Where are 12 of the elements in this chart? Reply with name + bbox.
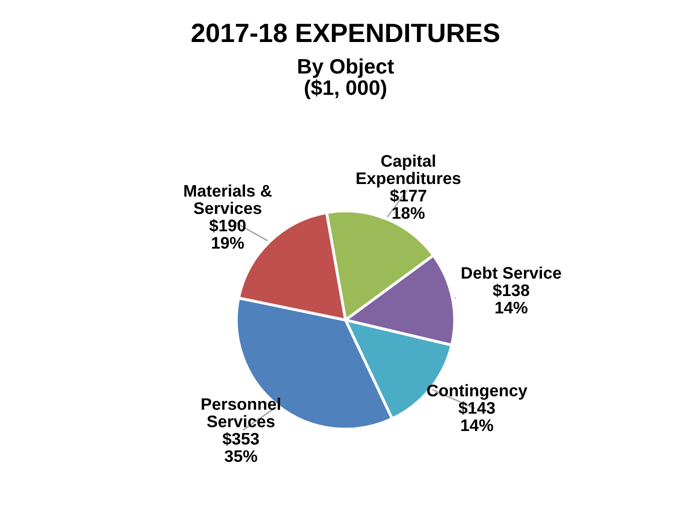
data-label: $353 35% [222, 432, 259, 462]
data-label: $177 18% [390, 188, 426, 219]
data-label: $190 19% [209, 218, 246, 249]
slice-label: Debt Service [462, 266, 562, 279]
chart-subtitle: By Object ($1, 000) [298, 58, 394, 100]
data-label: $143 14% [458, 401, 495, 432]
data-label: $138 14% [492, 284, 530, 314]
slice-label: Materials & Services [184, 184, 272, 214]
slice-label: Capital Expenditures [356, 154, 460, 188]
chart-title: 2017-18 EXPENDITURES [192, 24, 500, 42]
slice-label: Contingency [427, 384, 528, 400]
slice-label: Personnel Services [202, 398, 280, 428]
